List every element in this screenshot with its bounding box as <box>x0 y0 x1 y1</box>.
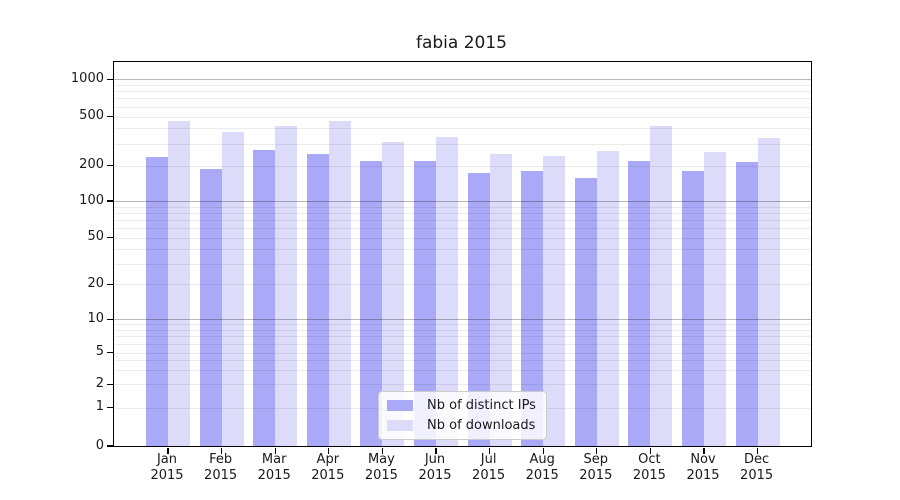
bar-distinct-ips-mar <box>253 150 276 446</box>
y-tick-mark <box>107 200 113 202</box>
bar-distinct-ips-feb <box>199 168 222 446</box>
legend-swatch-distinct-ips <box>387 400 413 411</box>
x-tick-label-year: 2015 <box>472 468 506 483</box>
bar-downloads-dec <box>757 137 780 446</box>
y-tick-mark <box>107 115 113 118</box>
x-tick-label-oct: Oct 2015 <box>619 452 679 484</box>
x-tick-mark <box>328 448 330 454</box>
x-tick-mark <box>167 448 169 454</box>
x-tick-label-year: 2015 <box>632 468 666 483</box>
bar-distinct-ips-may <box>360 160 383 446</box>
x-tick-mark <box>381 448 384 454</box>
x-tick-label-year: 2015 <box>364 468 398 483</box>
y-tick-label: 0 <box>95 437 104 453</box>
y-tick-mark <box>107 445 113 447</box>
x-tick-mark <box>542 448 544 454</box>
x-tick-label-year: 2015 <box>257 468 291 483</box>
bar-downloads-nov <box>704 151 726 446</box>
bar-distinct-ips-dec <box>735 162 758 446</box>
y-tick-label: 1 <box>95 399 104 415</box>
y-tick-label: 50 <box>87 229 104 245</box>
bar-downloads-sep <box>596 151 619 446</box>
x-tick-label-jan: Jan 2015 <box>137 452 197 484</box>
x-tick-label-year: 2015 <box>686 468 720 483</box>
x-tick-mark <box>220 448 223 454</box>
y-tick-mark <box>107 78 113 80</box>
x-tick-label-year: 2015 <box>311 468 345 483</box>
y-tick-mark <box>107 164 113 167</box>
legend-item-distinct-ips: Nb of distinct IPs <box>387 398 536 413</box>
y-tick-label: 20 <box>87 275 104 291</box>
x-tick-label-year: 2015 <box>525 468 559 483</box>
y-tick-mark <box>107 318 113 320</box>
x-tick-label-year: 2015 <box>579 468 613 483</box>
legend-swatch-downloads <box>387 420 413 431</box>
bar-downloads-jul <box>489 153 512 446</box>
x-tick-mark <box>274 448 276 454</box>
x-tick-label-dec: Dec 2015 <box>727 452 787 484</box>
y-tick-label: 5 <box>95 344 104 360</box>
bar-distinct-ips-jun <box>414 160 436 446</box>
x-tick-mark <box>488 448 491 454</box>
bar-downloads-feb <box>221 132 244 446</box>
bars-layer <box>114 62 811 446</box>
x-tick-label-mar: Mar 2015 <box>244 452 304 484</box>
x-tick-label-year: 2015 <box>418 468 452 483</box>
x-tick-mark <box>649 448 652 454</box>
chart-title: fabia 2015 <box>415 33 507 53</box>
y-tick-mark <box>107 237 113 239</box>
x-tick-label-may: May 2015 <box>351 452 411 484</box>
bar-downloads-jun <box>436 137 458 446</box>
bar-distinct-ips-oct <box>628 160 651 446</box>
bar-downloads-oct <box>650 125 673 446</box>
plot-area: Nb of distinct IPs Nb of downloads <box>107 61 812 454</box>
y-tick-mark <box>107 352 113 354</box>
x-tick-label-feb: Feb 2015 <box>191 452 251 484</box>
legend: Nb of distinct IPs Nb of downloads <box>378 391 547 440</box>
bar-distinct-ips-jan <box>146 156 168 446</box>
legend-item-downloads: Nb of downloads <box>387 418 536 433</box>
x-tick-mark <box>756 448 759 454</box>
y-tick-mark <box>107 407 113 409</box>
bar-downloads-may <box>382 141 405 446</box>
y-tick-label: 100 <box>79 192 104 208</box>
legend-label-distinct-ips: Nb of distinct IPs <box>427 398 536 413</box>
x-tick-label-year: 2015 <box>740 468 774 483</box>
bar-distinct-ips-nov <box>682 170 704 446</box>
bar-downloads-aug <box>543 155 566 446</box>
y-tick-label: 500 <box>79 108 104 123</box>
x-tick-label-nov: Nov 2015 <box>673 452 733 484</box>
x-tick-mark <box>435 448 437 454</box>
bar-downloads-mar <box>275 125 298 446</box>
y-tick-mark <box>107 383 113 385</box>
y-tick-label: 10 <box>87 310 104 326</box>
x-tick-mark <box>703 448 705 454</box>
bar-downloads-jan <box>168 120 190 446</box>
y-tick-label: 2 <box>95 375 104 391</box>
y-tick-label: 200 <box>79 157 104 172</box>
bar-distinct-ips-aug <box>521 171 544 446</box>
x-tick-label-apr: Apr 2015 <box>298 452 358 484</box>
x-tick-mark <box>596 448 598 454</box>
x-tick-label-year: 2015 <box>150 468 184 483</box>
y-tick-mark <box>107 283 113 285</box>
x-tick-label-sep: Sep 2015 <box>566 452 626 484</box>
x-tick-label-jun: Jun 2015 <box>405 452 465 484</box>
bar-distinct-ips-sep <box>574 178 597 446</box>
bar-distinct-ips-apr <box>306 153 329 446</box>
x-tick-label-aug: Aug 2015 <box>512 452 572 484</box>
y-tick-label: 1000 <box>70 70 104 86</box>
x-tick-label-year: 2015 <box>204 468 238 483</box>
bar-distinct-ips-jul <box>467 173 490 446</box>
bar-downloads-apr <box>328 120 351 446</box>
legend-label-downloads: Nb of downloads <box>427 418 536 433</box>
x-tick-label-jul: Jul 2015 <box>459 452 519 484</box>
